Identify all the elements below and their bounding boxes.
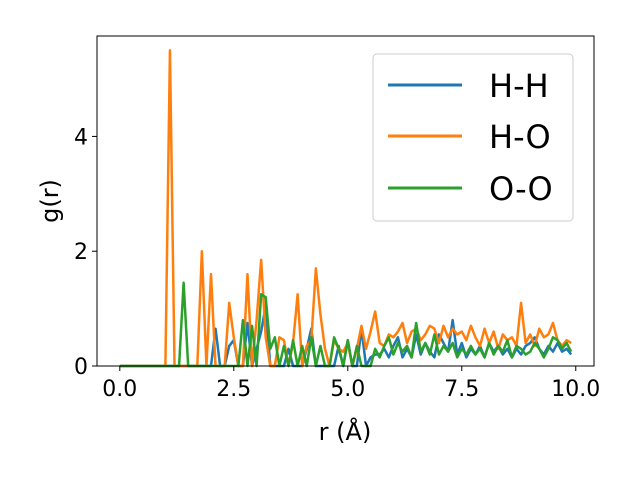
plot-frame [96, 35, 595, 367]
legend-label-o-o: O-O [489, 170, 553, 208]
y-tick-label: 2 [74, 240, 88, 265]
y-tick-label: 0 [74, 355, 88, 380]
legend: H-H H-O O-O [372, 53, 574, 222]
y-axis-label: g(r) [36, 179, 64, 223]
x-tick-label: 2.5 [216, 377, 251, 402]
x-axis-label: r (Å) [319, 417, 372, 446]
y-axis: 0 2 4 [74, 125, 97, 380]
legend-box [372, 53, 574, 222]
x-tick-label: 7.5 [444, 377, 479, 402]
x-tick-label: 0.0 [102, 377, 137, 402]
x-tick-label: 5.0 [330, 377, 365, 402]
legend-label-h-o: H-O [489, 118, 551, 156]
legend-label-h-h: H-H [489, 67, 549, 105]
x-axis: 0.0 2.5 5.0 7.5 10.0 [102, 366, 600, 402]
y-tick-label: 4 [74, 125, 88, 150]
x-tick-label: 10.0 [551, 377, 600, 402]
